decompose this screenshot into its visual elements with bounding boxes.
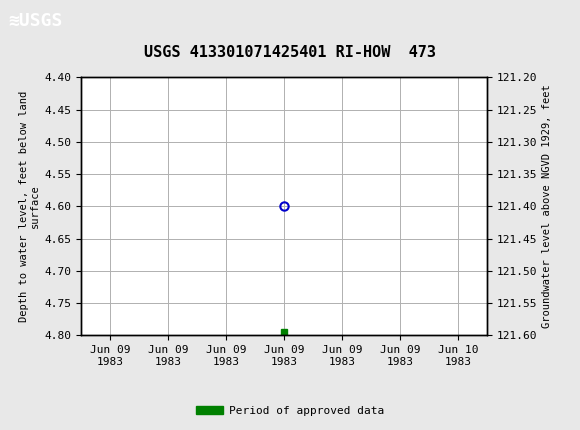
Legend: Period of approved data: Period of approved data <box>191 401 389 420</box>
Text: USGS 413301071425401 RI-HOW  473: USGS 413301071425401 RI-HOW 473 <box>144 45 436 60</box>
Y-axis label: Depth to water level, feet below land
surface: Depth to water level, feet below land su… <box>19 91 41 322</box>
Y-axis label: Groundwater level above NGVD 1929, feet: Groundwater level above NGVD 1929, feet <box>542 85 552 328</box>
Text: ≋USGS: ≋USGS <box>9 12 63 31</box>
